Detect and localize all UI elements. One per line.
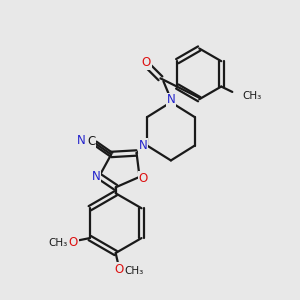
Text: CH₃: CH₃	[243, 91, 262, 101]
Text: O: O	[114, 263, 123, 276]
Text: CH₃: CH₃	[48, 238, 68, 248]
Text: O: O	[142, 56, 151, 69]
Text: C: C	[87, 135, 95, 148]
Text: N: N	[167, 93, 175, 106]
Text: O: O	[139, 172, 148, 185]
Text: N: N	[92, 170, 100, 183]
Text: N: N	[77, 134, 86, 148]
Text: O: O	[69, 236, 78, 249]
Text: CH₃: CH₃	[124, 266, 144, 276]
Text: N: N	[139, 139, 148, 152]
